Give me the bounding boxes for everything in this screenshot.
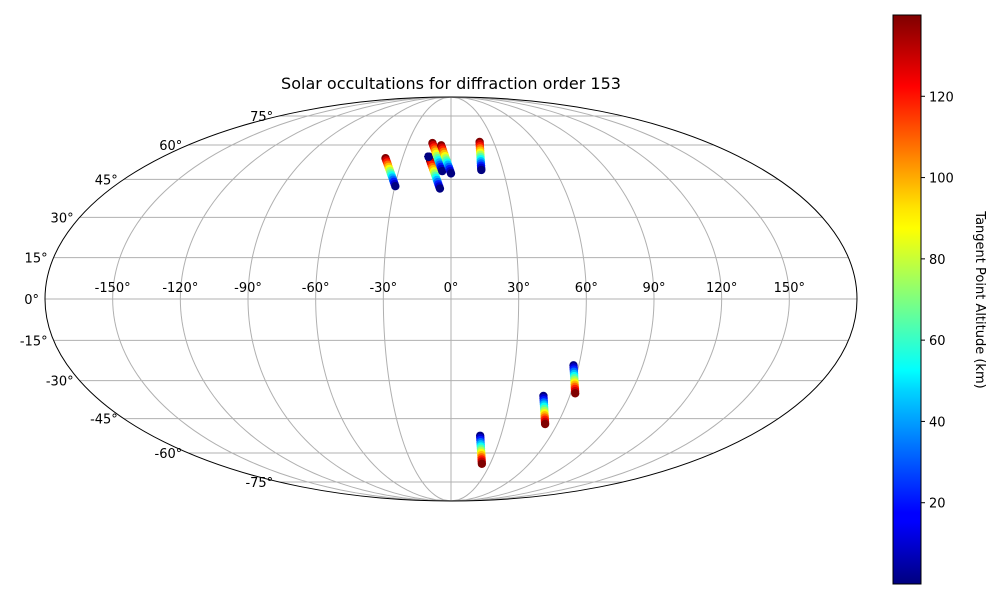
latitude-tick-label: 60° [159,139,182,154]
occultation-point [438,166,447,176]
latitude-tick-label: -60° [155,447,183,462]
occultation-point [477,165,486,175]
longitude-tick-label: -60° [302,281,330,296]
colorbar-label: Tangent Point Altitude (km) [972,210,987,388]
occultation-point [540,419,550,429]
colorbar-tick-label: 20 [929,497,946,512]
chart-title: Solar occultations for diffraction order… [281,74,621,93]
longitude-tick-labels: -150° -120° -90° -60° -30° 0° 30° 60° 90° 120° 150… [95,281,805,296]
latitude-tick-label: 15° [25,252,48,267]
graticule [45,97,857,501]
occultation-point [391,181,400,191]
latitude-tick-label: -75° [245,476,273,491]
occultation-point [477,459,487,468]
longitude-tick-label: -120° [162,281,198,296]
map-boundary [44,96,858,502]
occultation-point [435,184,445,193]
latitude-tick-label: 45° [95,173,118,188]
longitude-tick-label: 60° [575,281,598,296]
occultation-points [381,137,580,468]
longitude-tick-label: -150° [95,281,131,296]
longitude-tick-label: 120° [706,281,737,296]
longitude-tick-label: -90° [234,281,262,296]
longitude-tick-label: 90° [642,281,665,296]
colorbar-tick-label: 120 [929,90,954,105]
occultation-point [571,389,580,398]
latitude-tick-label: -45° [90,413,118,428]
occultation-point [446,169,456,178]
latitude-tick-label: -15° [20,334,48,349]
latitude-tick-label: 0° [24,293,39,308]
longitude-tick-label: 150° [774,281,805,296]
colorbar-ticks: 20 40 60 80 100 120 [921,90,954,512]
longitude-tick-label: -30° [369,281,397,296]
latitude-tick-label: -30° [46,375,74,390]
latitude-tick-label: 75° [250,110,273,125]
latitude-tick-labels: 75° 60° 45° 30° 15° 0° -15° -30° -45° -60° -75° [20,110,273,491]
colorbar-tick-label: 100 [929,172,954,187]
longitude-tick-label: 30° [507,281,530,296]
longitude-tick-label: 0° [444,281,459,296]
colorbar [892,14,922,585]
colorbar-tick-label: 40 [929,415,946,430]
occultation-point [424,152,433,161]
latitude-tick-label: 30° [51,211,74,226]
colorbar-tick-label: 80 [929,253,946,268]
colorbar-tick-label: 60 [929,334,946,349]
